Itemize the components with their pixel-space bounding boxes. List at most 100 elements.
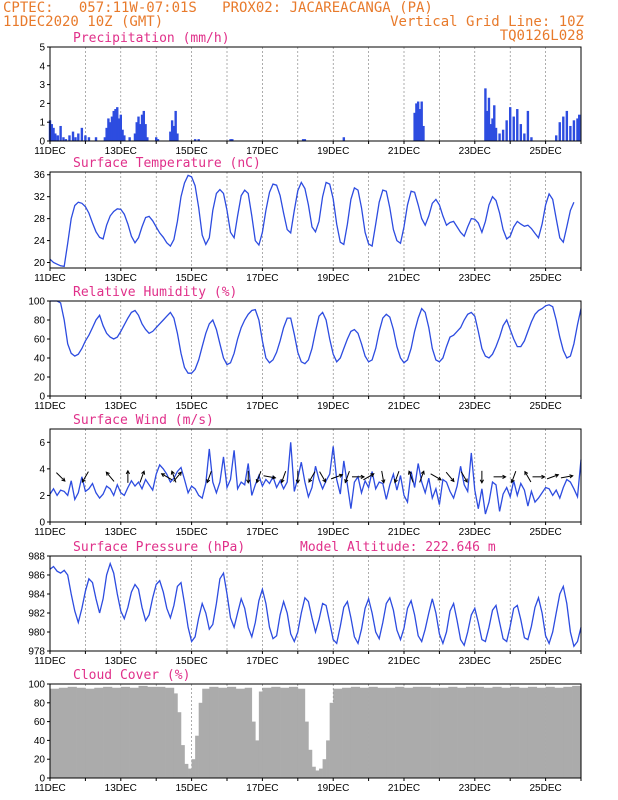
header-line1: CPTEC: 057:11W-07:01S PROX02: JACAREACAN… bbox=[3, 0, 433, 16]
x-tick-label: 17DEC bbox=[246, 527, 278, 538]
y-tick-label: 982 bbox=[28, 609, 45, 620]
precip-bar bbox=[176, 133, 179, 141]
y-tick-label: 978 bbox=[28, 647, 45, 658]
wind-arrow-head bbox=[308, 478, 313, 483]
wind-arrow-head bbox=[322, 478, 327, 483]
cloud-cover-bar bbox=[359, 687, 369, 778]
cloud-cover-bar bbox=[297, 688, 306, 778]
panel-frame bbox=[49, 171, 582, 269]
x-tick-label: 25DEC bbox=[529, 783, 561, 794]
precip-bar bbox=[170, 120, 174, 141]
precip-bar bbox=[54, 133, 57, 141]
cloud-cover-bar bbox=[85, 688, 95, 778]
precip-bar bbox=[114, 109, 117, 141]
header-date: 11DEC2020 10Z (GMT) bbox=[3, 14, 164, 30]
wind-arrow bbox=[510, 471, 517, 484]
precip-bar bbox=[64, 139, 68, 141]
wind-arrow-shaft bbox=[105, 471, 115, 482]
model-altitude-label: Model Altitude: 222.646 m bbox=[300, 540, 496, 555]
x-tick-label: 25DEC bbox=[529, 527, 561, 538]
wind-arrow-head bbox=[463, 478, 468, 483]
precip-bar bbox=[494, 127, 498, 141]
wind-arrow bbox=[445, 471, 455, 483]
cloud-cover-bar bbox=[308, 749, 313, 778]
cloud-cover-bar bbox=[188, 768, 192, 778]
cloud-cover-bar bbox=[227, 686, 237, 778]
precip-bar bbox=[484, 88, 487, 141]
cloud-cover-bar bbox=[120, 686, 130, 778]
precip-bar bbox=[107, 118, 110, 141]
panel-1: 20 24 28 32 36 11DEC 13DEC 15DEC 17DEC 19DEC 21DEC… bbox=[34, 156, 582, 284]
precip-bar bbox=[487, 97, 491, 141]
precip-bar bbox=[52, 127, 55, 141]
precip-bar bbox=[498, 133, 501, 141]
y-tick-label: 20 bbox=[34, 755, 46, 766]
y-tick-label: 988 bbox=[28, 552, 45, 563]
x-tick-label: 13DEC bbox=[105, 783, 137, 794]
wind-arrow-head bbox=[170, 470, 175, 475]
wind-arrow-head bbox=[255, 478, 260, 484]
cloud-cover-bar bbox=[527, 686, 538, 778]
precip-bar bbox=[558, 122, 561, 141]
cloud-cover-bar bbox=[280, 687, 290, 778]
header-grid-note: Vertical Grid Line: 10Z bbox=[390, 14, 584, 30]
cloud-cover-bar bbox=[271, 686, 281, 778]
x-tick-label: 19DEC bbox=[317, 146, 349, 157]
wind-arrow-head bbox=[246, 479, 251, 484]
precip-bar bbox=[140, 114, 144, 141]
x-tick-label: 19DEC bbox=[317, 273, 349, 284]
x-tick-label: 15DEC bbox=[175, 527, 207, 538]
x-tick-label: 11DEC bbox=[34, 401, 66, 412]
wind-arrow-shaft bbox=[206, 471, 212, 483]
cloud-cover-bar bbox=[457, 687, 467, 778]
wind-arrow bbox=[255, 471, 262, 484]
wind-arrow-head bbox=[381, 479, 386, 484]
y-tick-label: 1 bbox=[39, 118, 45, 129]
precip-bar bbox=[121, 129, 124, 141]
panel-title: Relative Humidity (%) bbox=[73, 285, 237, 300]
precip-bar bbox=[519, 124, 523, 141]
precip-bar bbox=[144, 124, 147, 141]
cloud-cover-bar bbox=[209, 686, 219, 778]
cloud-cover-bar bbox=[195, 735, 199, 778]
wind-arrow-shaft bbox=[430, 473, 442, 481]
cloud-cover-bar bbox=[404, 687, 414, 778]
cloud-cover-bar bbox=[350, 686, 361, 778]
wind-arrow-shaft bbox=[173, 471, 182, 482]
cloud-cover-bar bbox=[572, 685, 582, 778]
wind-arrow-shaft bbox=[460, 471, 468, 483]
precip-bar bbox=[68, 135, 71, 141]
cloud-cover-bar bbox=[198, 702, 203, 778]
precip-bar bbox=[420, 101, 423, 141]
wind-arrow-head bbox=[502, 474, 507, 479]
y-tick-label: 5 bbox=[39, 43, 45, 54]
wind-arrow bbox=[206, 471, 212, 484]
wind-arrow bbox=[546, 473, 560, 480]
panel-frame bbox=[49, 428, 582, 523]
panel-2: 0 20 40 60 80 100 11DEC 13DEC 15DEC 17DEC 19DEC 21D… bbox=[28, 285, 582, 412]
wind-arrow bbox=[381, 470, 386, 484]
wind-arrow bbox=[81, 471, 89, 483]
precip-bar bbox=[62, 137, 65, 141]
wind-arrow-shaft bbox=[161, 473, 173, 481]
wind-arrow-shaft bbox=[263, 475, 276, 479]
y-tick-label: 3 bbox=[39, 80, 45, 91]
y-tick-label: 24 bbox=[34, 236, 46, 247]
precip-bar bbox=[416, 101, 420, 141]
wind-arrow-head bbox=[206, 478, 211, 484]
panel-title: Precipitation (mm/h) bbox=[73, 31, 230, 46]
cloud-cover-bar bbox=[58, 687, 68, 778]
precip-bar bbox=[493, 105, 496, 141]
cloud-cover-bar bbox=[492, 686, 502, 778]
precip-bar bbox=[172, 125, 176, 141]
y-tick-label: 0 bbox=[39, 392, 45, 403]
precip-bar bbox=[229, 139, 232, 141]
cloud-cover-bar bbox=[255, 740, 260, 778]
wind-arrow-shaft bbox=[308, 471, 316, 483]
precip-bar bbox=[301, 139, 305, 141]
cloud-cover-bar bbox=[67, 686, 77, 778]
wind-arrow-shaft bbox=[81, 471, 89, 483]
y-tick-label: 32 bbox=[34, 192, 46, 203]
wind-arrow-shaft bbox=[171, 471, 177, 483]
